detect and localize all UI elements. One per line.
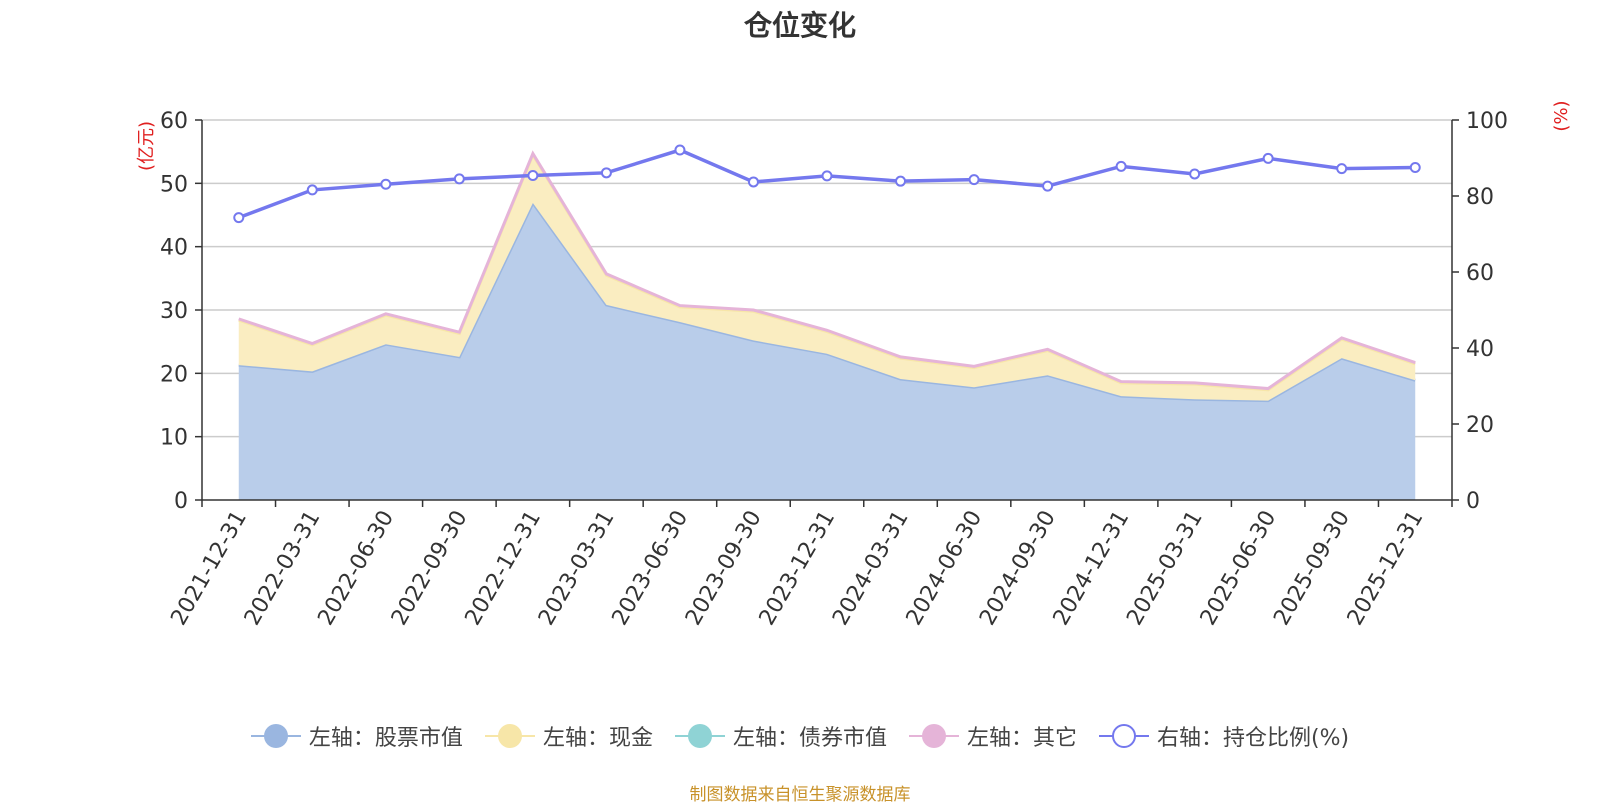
- x-tick-label: 2025-03-31: [1122, 507, 1208, 630]
- x-tick-label: 2024-12-31: [1049, 507, 1135, 630]
- legend-label-stock: 左轴：股票市值: [308, 726, 463, 751]
- legend: 左轴：股票市值 左轴：现金 左轴：债券市值 左轴：其它 右轴：持仓比例(%): [0, 720, 1600, 752]
- y-right-tick-label: 40: [1466, 337, 1494, 362]
- legend-label-ratio: 右轴：持仓比例(%): [1156, 726, 1350, 751]
- ratio-point: [380, 178, 392, 190]
- y-left-tick-label: 30: [160, 299, 188, 324]
- line-other: [238, 150, 1416, 391]
- y-left-tick-label: 60: [160, 109, 188, 134]
- legend-item-stock[interactable]: 左轴：股票市值: [250, 720, 463, 752]
- area-stock: [238, 202, 1416, 500]
- ratio-point: [821, 170, 833, 182]
- ratio-point: [1042, 180, 1054, 192]
- x-tick-label: 2025-12-31: [1343, 507, 1429, 630]
- y-right-axis-label: (%): [1551, 100, 1572, 131]
- legend-label-other: 左轴：其它: [966, 726, 1077, 751]
- legend-label-cash: 左轴：现金: [542, 726, 653, 751]
- ratio-point: [306, 184, 318, 196]
- legend-label-bond: 左轴：债券市值: [732, 726, 887, 751]
- x-tick-label: 2023-12-31: [755, 507, 841, 630]
- y-right-tick-label: 100: [1466, 109, 1508, 134]
- legend-cash-icon: [484, 724, 535, 748]
- ratio-point: [968, 174, 980, 186]
- x-tick-label: 2025-06-30: [1196, 507, 1282, 630]
- y-left-tick-label: 0: [174, 489, 188, 514]
- area-cash: [238, 154, 1416, 401]
- y-left-axis-label: (亿元): [136, 121, 157, 171]
- y-right-tick-label: 80: [1466, 185, 1494, 210]
- chart-canvas: 01020304050600204060801002021-12-312022-…: [136, 100, 1572, 630]
- y-left-tick-label: 10: [160, 426, 188, 451]
- legend-item-other[interactable]: 左轴：其它: [908, 720, 1077, 752]
- legend-ratio-icon: [1098, 724, 1149, 748]
- legend-other-icon: [908, 724, 959, 748]
- x-tick-label: 2025-09-30: [1269, 507, 1355, 630]
- x-tick-label: 2021-12-31: [166, 507, 252, 630]
- y-right-tick-label: 20: [1466, 413, 1494, 438]
- y-right-tick-label: 60: [1466, 261, 1494, 286]
- x-tick-label: 2024-06-30: [902, 507, 988, 630]
- x-tick-label: 2022-06-30: [313, 506, 399, 629]
- x-tick-label: 2023-03-31: [534, 507, 620, 630]
- legend-stock-icon: [250, 724, 301, 748]
- ratio-point: [1115, 160, 1127, 172]
- x-tick-label: 2023-06-30: [608, 507, 694, 630]
- legend-item-bond[interactable]: 左轴：债券市值: [674, 720, 887, 752]
- ratio-point: [1336, 163, 1348, 175]
- legend-item-cash[interactable]: 左轴：现金: [484, 720, 653, 752]
- ratio-point: [453, 173, 465, 185]
- x-tick-label: 2022-03-31: [240, 507, 326, 630]
- y-right-tick-label: 0: [1466, 489, 1480, 514]
- ratio-point: [600, 167, 612, 179]
- y-left-tick-label: 40: [160, 236, 188, 261]
- x-tick-label: 2022-09-30: [387, 506, 473, 629]
- legend-bond-icon: [674, 724, 725, 748]
- ratio-point: [233, 212, 245, 224]
- ratio-point: [747, 176, 759, 188]
- ratio-point: [1262, 152, 1274, 164]
- ratio-point: [895, 175, 907, 187]
- chart-title: 仓位变化: [743, 9, 856, 42]
- ratio-point: [527, 169, 539, 181]
- ratio-point: [1189, 168, 1201, 180]
- y-left-tick-label: 50: [160, 172, 188, 197]
- legend-item-ratio[interactable]: 右轴：持仓比例(%): [1098, 720, 1350, 752]
- x-tick-label: 2023-09-30: [681, 507, 767, 630]
- source-note: 制图数据来自恒生聚源数据库: [689, 785, 911, 805]
- x-tick-label: 2024-09-30: [975, 507, 1061, 630]
- y-left-tick-label: 20: [160, 362, 188, 387]
- x-tick-label: 2024-03-31: [828, 507, 914, 630]
- ratio-point: [1409, 162, 1421, 173]
- x-tick-label: 2022-12-31: [460, 507, 546, 630]
- ratio-point: [674, 144, 686, 156]
